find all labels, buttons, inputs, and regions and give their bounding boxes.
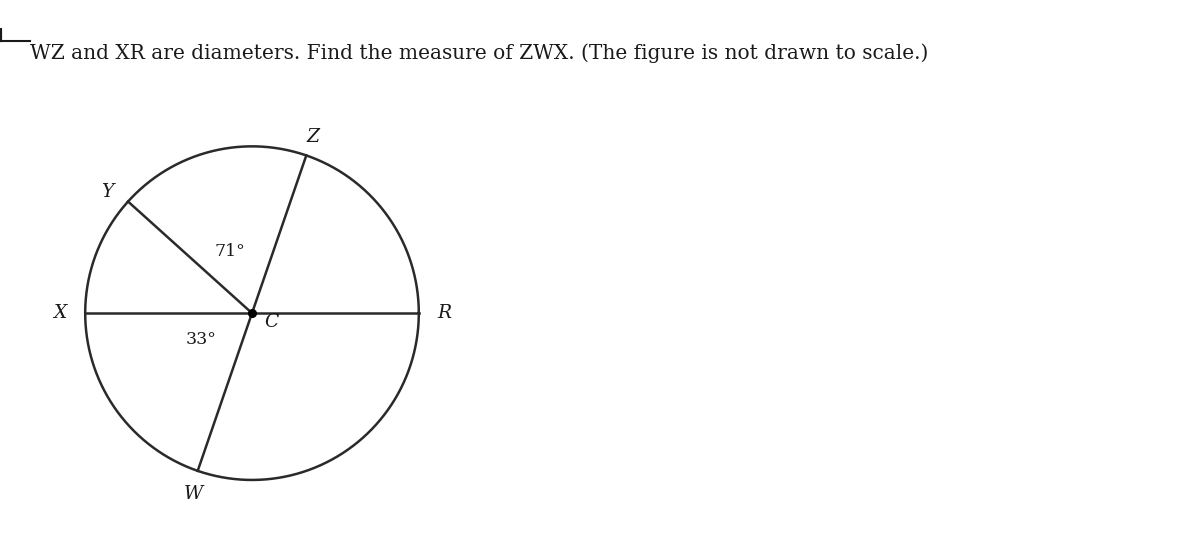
Text: Z: Z [307, 128, 320, 146]
Text: X: X [53, 304, 66, 322]
Text: R: R [438, 304, 451, 322]
Text: 71°: 71° [214, 243, 245, 261]
Text: C: C [265, 314, 280, 332]
Text: W: W [184, 485, 203, 503]
Text: 33°: 33° [186, 331, 217, 348]
Text: Y: Y [101, 183, 113, 201]
Text: WZ and XR are diameters. Find the measure of ZWX. (The figure is not drawn to sc: WZ and XR are diameters. Find the measur… [30, 43, 929, 63]
